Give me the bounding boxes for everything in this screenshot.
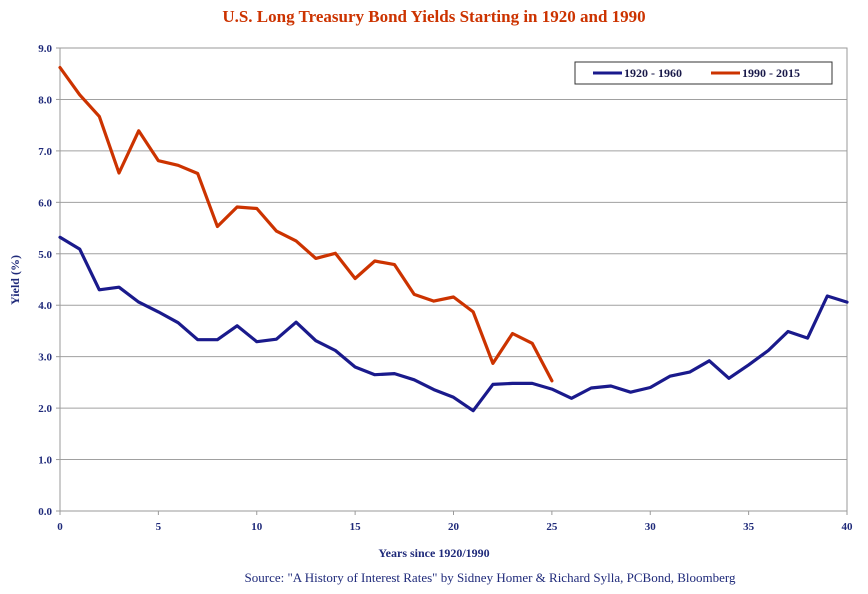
x-axis-ticks: 0 5 10 15 20 25 30 35 40: [57, 511, 853, 533]
x-tick-label: 5: [156, 521, 162, 533]
y-axis-label: Yield (%): [8, 255, 22, 305]
y-tick-label: 2.0: [38, 403, 52, 415]
chart-title: U.S. Long Treasury Bond Yields Starting …: [222, 7, 645, 26]
grid-lines: [60, 98, 847, 461]
series-line-1920-1960: [58, 235, 849, 413]
legend-box: [574, 61, 833, 85]
y-tick-label: 7.0: [38, 146, 52, 158]
x-tick-label: 10: [251, 521, 263, 533]
y-tick-label: 6.0: [38, 197, 52, 209]
y-tick-label: 5.0: [38, 249, 52, 261]
series-line-1990-2015: [58, 65, 554, 383]
x-tick-label: 35: [743, 521, 755, 533]
source-note: Source: "A History of Interest Rates" by…: [245, 570, 736, 585]
y-axis-ticks: 0.0 1.0 2.0 3.0 4.0 5.0 6.0 7.0 8.0 9.0: [38, 43, 60, 518]
x-axis-label: Years since 1920/1990: [378, 546, 489, 560]
x-tick-label: 0: [57, 521, 63, 533]
x-tick-label: 25: [546, 521, 558, 533]
plot-frame: [59, 47, 848, 512]
series-lines: [58, 65, 849, 413]
y-tick-label: 0.0: [38, 506, 52, 518]
legend-label-1920-1960: 1920 - 1960: [624, 66, 682, 80]
x-tick-label: 15: [350, 521, 362, 533]
x-tick-label: 20: [448, 521, 460, 533]
y-tick-label: 4.0: [38, 300, 52, 312]
y-tick-label: 8.0: [38, 94, 52, 106]
legend-label-1990-2015: 1990 - 2015: [742, 66, 800, 80]
y-tick-label: 1.0: [38, 455, 52, 467]
x-tick-label: 40: [842, 521, 854, 533]
legend: 1920 - 1960 1990 - 2015: [574, 61, 833, 85]
y-tick-label: 3.0: [38, 352, 52, 364]
y-tick-label: 9.0: [38, 43, 52, 55]
x-tick-label: 30: [645, 521, 657, 533]
